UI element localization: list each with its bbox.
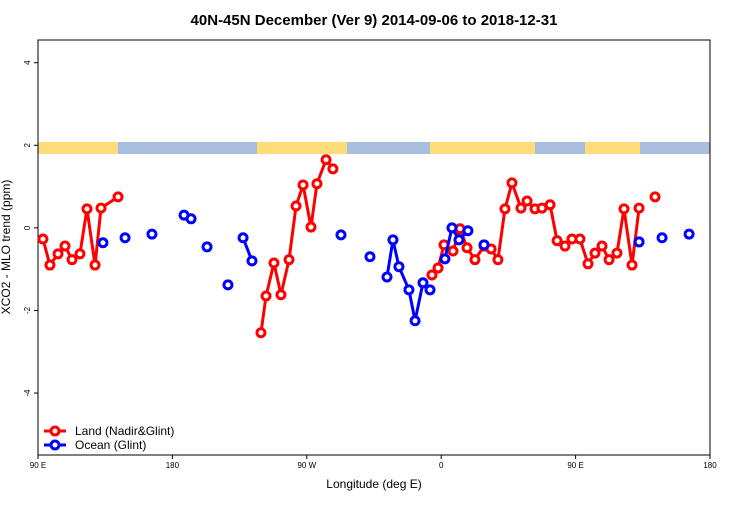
data-point [74,248,86,260]
land-band [585,142,640,154]
data-point [335,229,347,241]
data-point [222,279,234,291]
data-point [515,202,527,214]
data-point [438,239,450,251]
y-tick-label: 2 [23,143,32,148]
data-point [589,247,601,259]
data-point [311,178,323,190]
data-point [596,240,608,252]
data-point [559,240,571,252]
data-point [469,254,481,266]
data-point [649,191,661,203]
data-point [417,277,429,289]
land-band [257,142,347,154]
x-tick-label: 90 E [30,461,46,470]
data-point [432,262,444,274]
x-tick-label: 90 W [297,461,316,470]
data-point [478,239,490,251]
chart-title: 40N-45N December (Ver 9) 2014-09-06 to 2… [191,12,558,29]
data-point [95,202,107,214]
data-point [603,254,615,266]
data-point [119,232,131,244]
data-point [453,234,465,246]
data-point [492,254,504,266]
data-point [52,248,64,260]
legend-marker [49,439,61,451]
data-point [582,258,594,270]
data-point [387,234,399,246]
data-point [626,259,638,271]
data-point [320,154,332,166]
data-point [521,195,533,207]
data-point [37,233,49,245]
legend: Land (Nadir&Glint)Ocean (Glint) [44,424,174,452]
data-point [656,232,668,244]
legend-marker [49,425,61,437]
data-point [424,284,436,296]
y-tick-label: -2 [23,306,32,314]
ocean-band [38,142,710,154]
data-point [246,255,258,267]
land-band [38,142,118,154]
x-tick-label: 90 E [567,461,583,470]
data-point [66,254,78,266]
data-point [439,253,451,265]
data-point [574,233,586,245]
data-point [89,259,101,271]
y-tick-label: 0 [23,225,32,230]
data-point [499,203,511,215]
data-point [447,245,459,257]
data-point [403,284,415,296]
land-band [430,142,535,154]
data-point [364,251,376,263]
legend-label: Land (Nadir&Glint) [75,424,174,438]
data-point [618,203,630,215]
data-point [393,261,405,273]
data-point [283,254,295,266]
data-point [327,163,339,175]
data-point [506,177,518,189]
data-point [551,235,563,247]
land-ocean-band [38,142,710,154]
plot-frame [37,39,711,456]
data-point [461,242,473,254]
x-axis-label: Longitude (deg E) [326,477,421,491]
data-point [44,259,56,271]
data-point [462,225,474,237]
data-point [268,257,280,269]
y-axis-label: XCO2 - MLO trend (ppm) [0,180,13,315]
data-point [633,236,645,248]
data-point [409,315,421,327]
data-point [201,241,213,253]
data-point [185,213,197,225]
data-point [633,202,645,214]
x-tick-label: 180 [166,461,180,470]
y-tick-label: 4 [23,60,32,65]
x-tick-label: 180 [703,461,717,470]
data-point [146,228,158,240]
data-point [683,228,695,240]
data-point [290,200,302,212]
data-point [81,203,93,215]
data-point [97,237,109,249]
data-point [611,247,623,259]
x-tick-label: 0 [439,461,444,470]
data-point [59,240,71,252]
data-point [381,271,393,283]
data-point [260,290,272,302]
data-point [305,221,317,233]
data-point [426,269,438,281]
y-tick-label: -4 [23,389,32,397]
legend-label: Ocean (Glint) [75,438,146,452]
data-point [112,191,124,203]
data-point [255,327,267,339]
data-point [297,179,309,191]
data-point [544,199,556,211]
data-point [237,232,249,244]
data-point [275,289,287,301]
data-point [446,222,458,234]
